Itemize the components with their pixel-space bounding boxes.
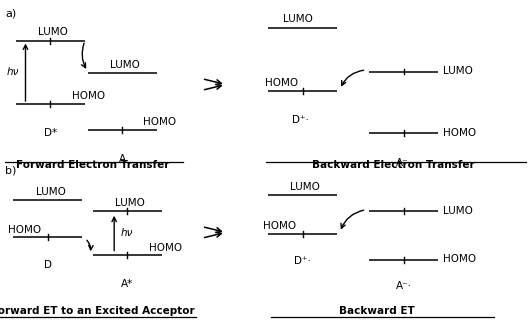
Text: Forward ET to an Excited Acceptor: Forward ET to an Excited Acceptor [0,306,195,316]
Text: HOMO: HOMO [72,91,105,101]
Text: A*: A* [121,279,134,289]
Text: Forward Electron Transfer: Forward Electron Transfer [16,160,169,170]
Text: LUMO: LUMO [443,206,473,215]
Text: LUMO: LUMO [443,66,473,76]
Text: HOMO: HOMO [8,225,41,235]
Text: HOMO: HOMO [143,117,176,127]
Text: LUMO: LUMO [38,27,68,37]
Text: D⁺·: D⁺· [292,115,309,125]
Text: b): b) [5,166,16,176]
Text: HOMO: HOMO [263,221,296,231]
Text: D*: D* [44,128,57,138]
Text: hν: hν [7,67,19,77]
Text: Backward ET: Backward ET [339,306,415,316]
Text: A: A [118,154,126,164]
Text: D⁺·: D⁺· [294,256,311,266]
Text: HOMO: HOMO [443,128,476,137]
Text: HOMO: HOMO [149,242,182,253]
Text: D: D [44,260,52,270]
Text: LUMO: LUMO [36,187,65,197]
Text: LUMO: LUMO [115,198,145,208]
Text: Backward Electron Transfer: Backward Electron Transfer [312,160,474,170]
Text: HOMO: HOMO [443,254,476,264]
Text: LUMO: LUMO [290,182,320,192]
Text: A⁻·: A⁻· [396,281,412,292]
Text: A⁻·: A⁻· [396,158,412,168]
Text: LUMO: LUMO [110,60,140,70]
Text: HOMO: HOMO [266,78,298,88]
Text: a): a) [5,8,16,18]
Text: LUMO: LUMO [284,14,313,24]
Text: hν: hν [121,228,133,238]
